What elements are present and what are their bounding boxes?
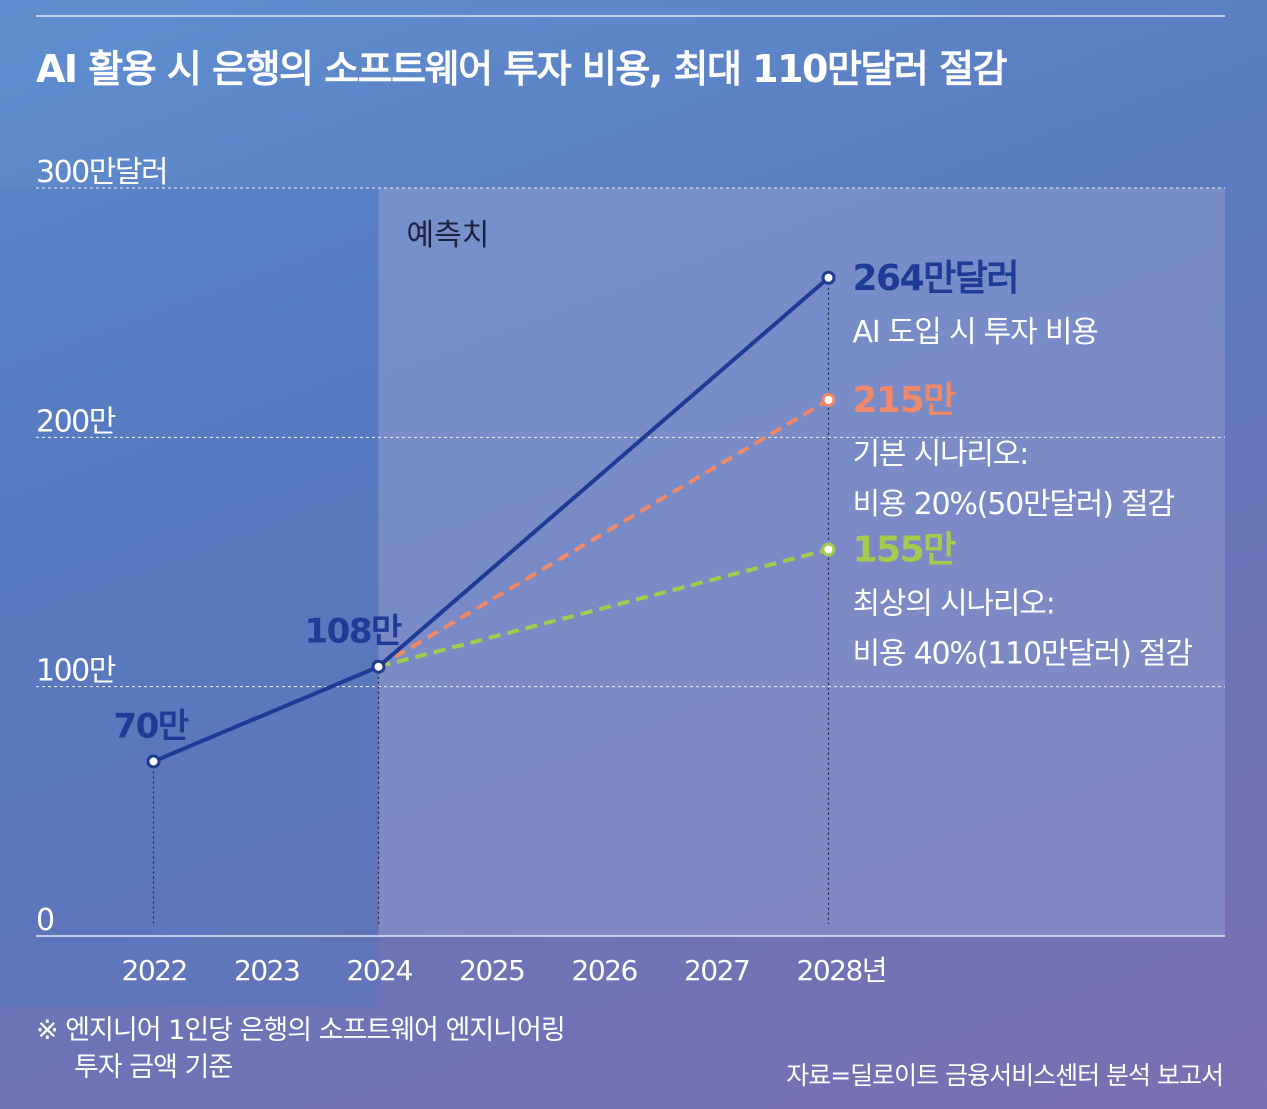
value-label-base-2028: 215만 — [853, 380, 957, 421]
x-tick-label-2027: 2027 — [684, 954, 749, 987]
x-tick-label-2022: 2022 — [122, 954, 187, 987]
forecast-band — [378, 188, 1225, 936]
marker-base-2028 — [821, 392, 836, 407]
marker-ai-2028 — [821, 270, 836, 285]
y-tick-label-100: 100만 — [36, 654, 116, 689]
x-tick-label-2028: 2028년 — [797, 954, 887, 987]
footnote-line-2: 투자 금액 기준 — [74, 1052, 233, 1083]
marker-ai-2024 — [371, 659, 386, 674]
x-tick-label-2024: 2024 — [347, 954, 413, 987]
marker-best-2028 — [821, 542, 836, 557]
x-tick-label-2026: 2026 — [572, 954, 638, 987]
annotation-base-1: 비용 20%(50만달러) 절감 — [853, 487, 1175, 522]
value-label-ai-2024: 108만 — [305, 612, 402, 652]
x-tick-label-2023: 2023 — [234, 954, 299, 987]
annotation-ai-0: AI 도입 시 투자 비용 — [853, 315, 1098, 350]
footnote: ※ 엔지니어 1인당 은행의 소프트웨어 엔지니어링 투자 금액 기준 — [36, 1012, 566, 1086]
value-label-ai-2022: 70만 — [114, 706, 189, 746]
annotation-base-0: 기본 시나리오: — [853, 437, 1029, 472]
history-band — [0, 188, 379, 1006]
chart-title: AI 활용 시 은행의 소프트웨어 투자 비용, 최대 110만달러 절감 — [36, 47, 1008, 91]
series-line-best — [377, 547, 830, 669]
marker-ai-2022 — [146, 754, 161, 769]
y-tick-label-0: 0 — [36, 903, 54, 938]
annotation-best-1: 비용 40%(110만달러) 절감 — [853, 637, 1193, 672]
value-label-best-2028: 155만 — [853, 530, 957, 571]
annotation-best-0: 최상의 시나리오: — [853, 587, 1055, 622]
y-tick-label-200: 200만 — [36, 404, 116, 439]
y-tick-label-300: 300만달러 — [36, 155, 167, 190]
value-label-ai-2028: 264만달러 — [853, 258, 1019, 299]
footnote-line-1: ※ 엔지니어 1인당 은행의 소프트웨어 엔지니어링 — [36, 1015, 566, 1046]
x-tick-label-2025: 2025 — [459, 954, 524, 987]
series-line-base — [377, 398, 830, 669]
source-note: 자료=딜로이트 금융서비스센터 분석 보고서 — [786, 1061, 1224, 1090]
forecast-label: 예측치 — [407, 218, 490, 253]
